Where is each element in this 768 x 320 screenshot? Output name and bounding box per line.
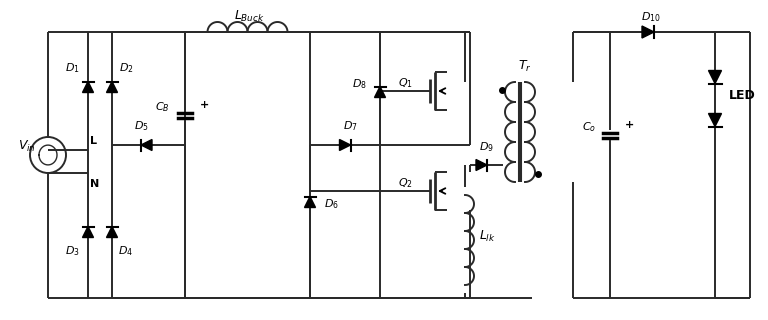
Polygon shape [82, 227, 94, 237]
Text: $Q_2$: $Q_2$ [398, 176, 413, 190]
Text: $C_o$: $C_o$ [582, 120, 596, 134]
Text: +: + [625, 120, 634, 130]
Text: $D_9$: $D_9$ [479, 140, 494, 154]
Text: $L_{Buck}$: $L_{Buck}$ [234, 9, 265, 24]
Text: $D_7$: $D_7$ [343, 119, 357, 133]
Text: $Q_1$: $Q_1$ [398, 76, 413, 90]
Text: $D_1$: $D_1$ [65, 61, 79, 75]
Text: $D_6$: $D_6$ [324, 197, 339, 211]
Text: $D_5$: $D_5$ [134, 119, 149, 133]
Text: $L_{lk}$: $L_{lk}$ [479, 229, 496, 244]
Polygon shape [476, 159, 487, 171]
Polygon shape [107, 227, 118, 237]
Text: $C_B$: $C_B$ [155, 100, 170, 114]
Text: $D_2$: $D_2$ [118, 61, 134, 75]
Polygon shape [709, 114, 721, 126]
Text: $D_8$: $D_8$ [352, 77, 367, 91]
Text: $V_{in}$: $V_{in}$ [18, 139, 36, 154]
Polygon shape [141, 140, 152, 150]
Polygon shape [339, 140, 350, 150]
Text: $D_3$: $D_3$ [65, 244, 79, 258]
Text: $D_{10}$: $D_{10}$ [641, 10, 661, 24]
Text: $D_4$: $D_4$ [118, 244, 134, 258]
Text: L: L [90, 136, 97, 146]
Polygon shape [375, 86, 386, 98]
Polygon shape [304, 196, 316, 207]
Polygon shape [642, 26, 654, 38]
Polygon shape [82, 82, 94, 92]
Polygon shape [709, 70, 721, 84]
Text: LED: LED [729, 89, 756, 101]
Text: $T_r$: $T_r$ [518, 59, 532, 74]
Text: +: + [200, 100, 209, 110]
Polygon shape [107, 82, 118, 92]
Text: N: N [90, 179, 99, 189]
